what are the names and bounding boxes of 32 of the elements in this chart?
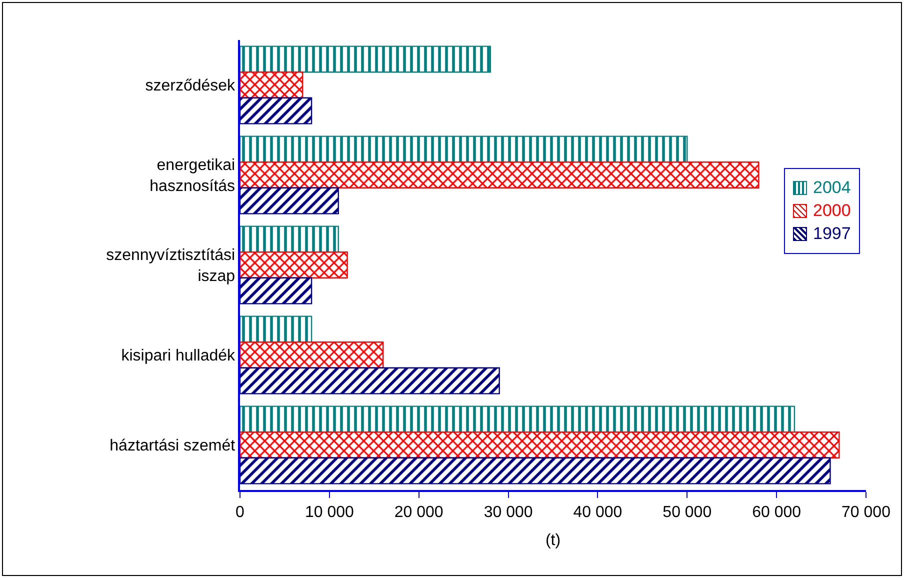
bar	[240, 367, 500, 394]
x-tick-label: 30 000	[484, 504, 533, 521]
bar	[240, 226, 339, 253]
x-tick-label: 10 000	[304, 504, 354, 521]
bar	[240, 72, 304, 98]
text: 2004	[813, 178, 851, 198]
text: 2000	[813, 201, 851, 221]
x-axis-title: (t)	[545, 532, 561, 550]
y-tick-label: energetikai hasznosítás	[150, 157, 236, 195]
bar	[240, 46, 491, 73]
y-tick-label: háztartási szemét	[110, 438, 236, 455]
bar	[240, 252, 348, 278]
y-tick-label: szerződések	[145, 78, 236, 95]
x-tick-label: 50 000	[662, 504, 712, 521]
y-tick-label: szennyvíztisztítási iszap	[106, 247, 236, 285]
bar	[240, 457, 831, 484]
y-tick-label: kisipari hulladék	[121, 348, 236, 365]
bar	[240, 432, 840, 458]
bar	[240, 162, 760, 188]
x-tick-label: 70 000	[842, 504, 891, 521]
bar	[240, 342, 384, 368]
bar	[240, 97, 312, 124]
x-tick-label: 40 000	[573, 504, 622, 521]
bar	[240, 277, 312, 304]
text: 1997	[813, 224, 851, 244]
x-tick-label: 60 000	[752, 504, 802, 521]
bar	[240, 187, 339, 214]
x-tick-label: 20 000	[394, 504, 444, 521]
bar	[240, 136, 688, 163]
bar	[240, 406, 796, 433]
bar	[240, 316, 312, 343]
x-tick-label: 0	[236, 504, 245, 521]
